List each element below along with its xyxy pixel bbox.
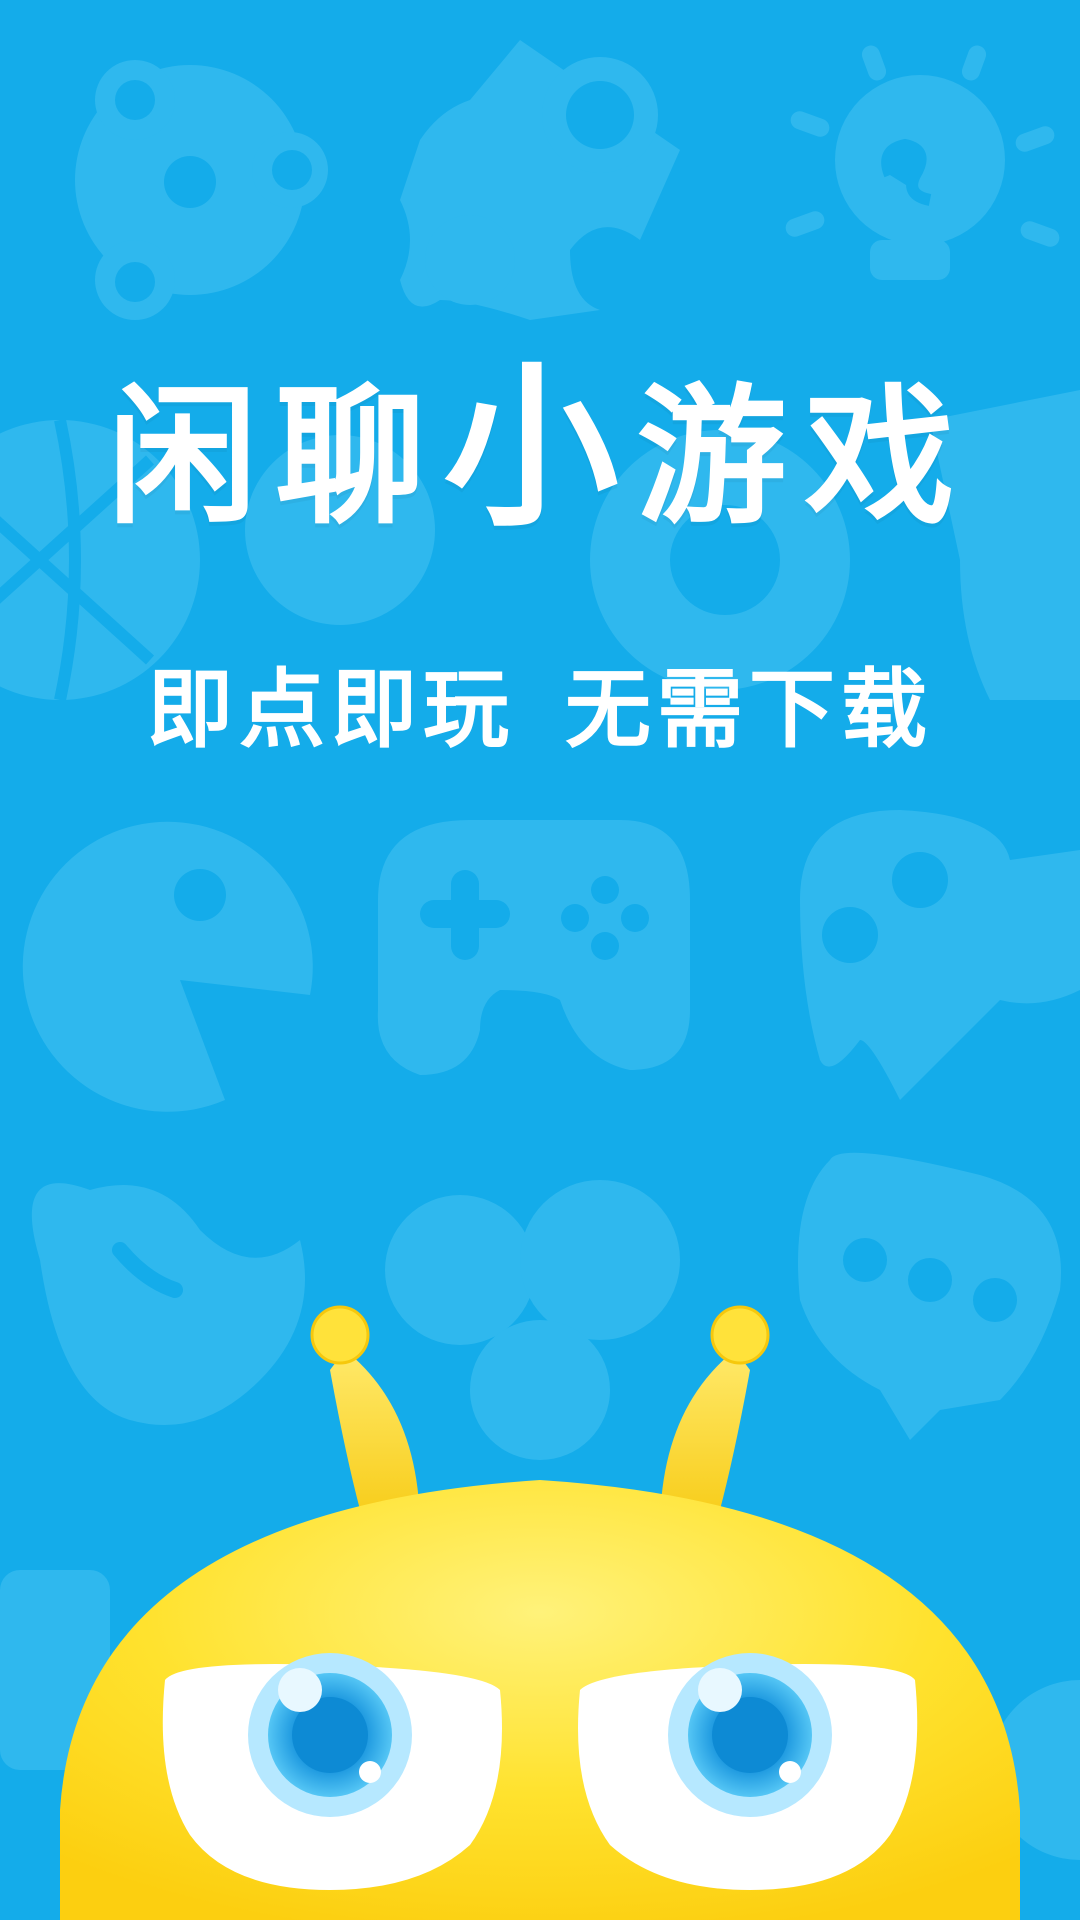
tagline-char: 需	[657, 660, 749, 760]
ghost-icon	[800, 810, 1080, 1100]
speech-bubble-icon	[798, 1152, 1061, 1440]
pacman-icon	[22, 821, 313, 1112]
right-eye	[578, 1653, 918, 1890]
yellow-bug-mascot	[60, 1305, 1020, 1920]
title-char: 聊	[275, 371, 444, 545]
bubble-icon	[245, 390, 1080, 700]
puzzle-icon	[400, 40, 680, 320]
left-eye	[162, 1653, 502, 1890]
bean-icon	[31, 1183, 306, 1425]
tagline-char: 玩	[423, 660, 515, 760]
tagline: 即点即玩 无需下载	[0, 650, 1080, 770]
tagline-char: 下	[749, 660, 841, 760]
title-char: 游	[636, 371, 805, 545]
tagline-char: 无	[565, 660, 657, 760]
title-char: 戏	[804, 371, 973, 545]
gamepad-icon	[377, 820, 690, 1075]
basketball-icon	[0, 418, 200, 702]
clover-icon	[385, 1180, 680, 1460]
lightbulb-icon	[785, 45, 1060, 280]
gear-icon	[75, 60, 328, 320]
app-title: 闲聊小游戏	[0, 360, 1080, 548]
antenna-right	[660, 1305, 770, 1546]
tagline-char: 点	[239, 660, 331, 760]
tagline-char: 载	[841, 660, 933, 760]
title-char: 小	[443, 348, 637, 551]
tagline-char: 即	[147, 660, 239, 760]
tagline-char: 即	[331, 660, 423, 760]
title-char: 闲	[107, 371, 276, 545]
antenna-left	[310, 1305, 420, 1546]
